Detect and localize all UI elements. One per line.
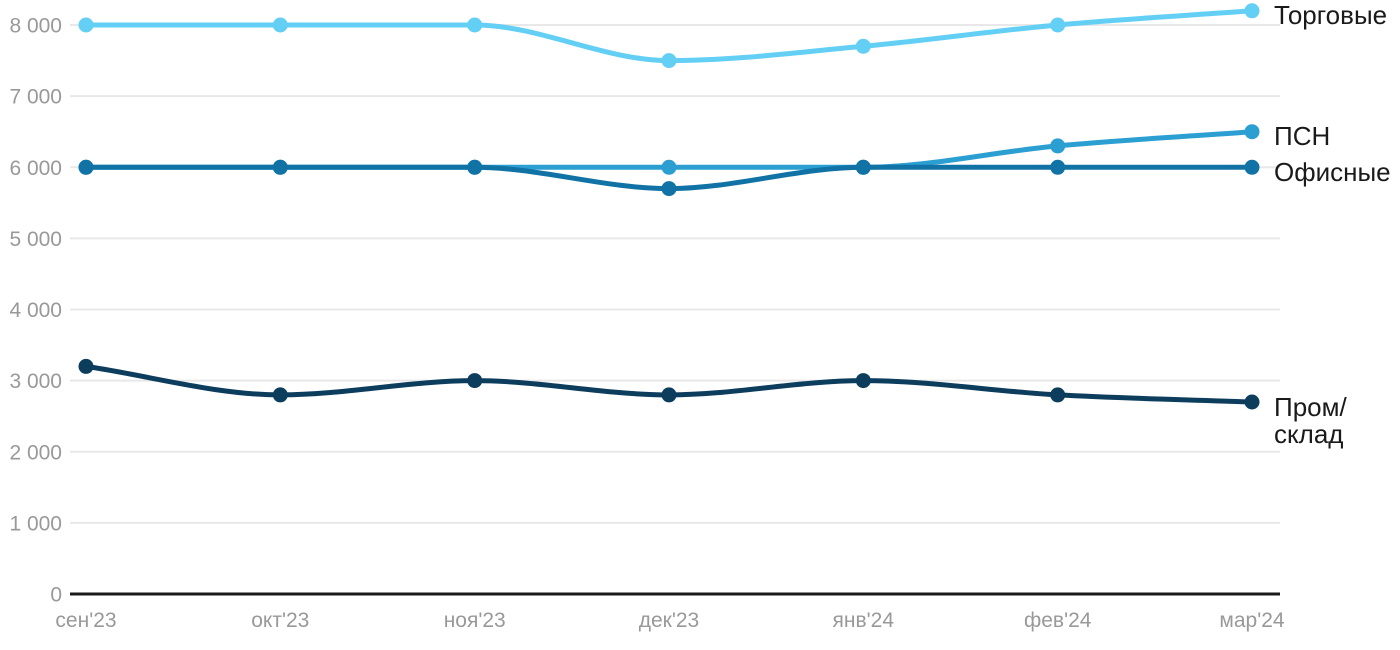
series-point-torgovye-6: [1244, 3, 1260, 19]
series-point-ofisnye-1: [272, 159, 288, 175]
series-point-ofisnye-3: [661, 181, 677, 197]
series-point-prom-sklad-2: [467, 373, 483, 389]
x-tick-label-3: дек'23: [639, 609, 700, 632]
series-point-torgovye-0: [78, 17, 94, 33]
y-tick-label-8000: 8 000: [9, 15, 62, 38]
series-point-ofisnye-0: [78, 159, 94, 175]
series-label-torgovye: Торговые: [1274, 2, 1387, 29]
series-label-ofisnye: Офисные: [1274, 156, 1391, 187]
series-point-prom-sklad-4: [855, 373, 871, 389]
y-tick-label-5000: 5 000: [9, 228, 62, 251]
series-label-text: ПСН: [1274, 121, 1331, 152]
series-label-text: Офисные: [1274, 156, 1391, 187]
series-point-torgovye-2: [467, 17, 483, 33]
series-point-prom-sklad-3: [661, 387, 677, 403]
series-point-psn-3: [661, 159, 677, 175]
series-label-psn: ПСН: [1274, 123, 1330, 150]
series-point-torgovye-5: [1050, 17, 1066, 33]
series-point-prom-sklad-1: [272, 387, 288, 403]
series-label-text: склад: [1274, 418, 1344, 449]
y-tick-label-6000: 6 000: [9, 157, 62, 180]
series-point-ofisnye-5: [1050, 159, 1066, 175]
series-label-prom-sklad: Пром/ склад: [1274, 391, 1347, 449]
y-tick-label-2000: 2 000: [9, 441, 62, 464]
x-tick-label-1: окт'23: [251, 609, 309, 632]
x-tick-label-0: сен'23: [55, 609, 116, 632]
x-tick-label-5: фев'24: [1024, 609, 1092, 632]
series-point-torgovye-3: [661, 53, 677, 69]
series-label-text: Пром/: [1274, 391, 1347, 422]
series-point-psn-6: [1244, 124, 1260, 140]
series-point-ofisnye-2: [467, 159, 483, 175]
y-tick-label-3000: 3 000: [9, 370, 62, 393]
x-tick-label-2: ноя'23: [444, 609, 506, 632]
series-label-text: Торговые: [1274, 0, 1388, 31]
y-tick-label-0: 0: [50, 584, 62, 607]
series-point-prom-sklad-6: [1244, 394, 1260, 410]
series-point-ofisnye-6: [1244, 159, 1260, 175]
y-tick-label-4000: 4 000: [9, 299, 62, 322]
series-point-prom-sklad-5: [1050, 387, 1066, 403]
x-tick-label-6: мар'24: [1219, 609, 1284, 632]
series-point-prom-sklad-0: [78, 358, 94, 374]
y-tick-label-7000: 7 000: [9, 86, 62, 109]
series-point-torgovye-1: [272, 17, 288, 33]
series-point-psn-5: [1050, 138, 1066, 154]
series-point-torgovye-4: [855, 38, 871, 54]
x-tick-label-4: янв'24: [833, 609, 895, 632]
series-point-ofisnye-4: [855, 159, 871, 175]
y-tick-label-1000: 1 000: [9, 512, 62, 535]
